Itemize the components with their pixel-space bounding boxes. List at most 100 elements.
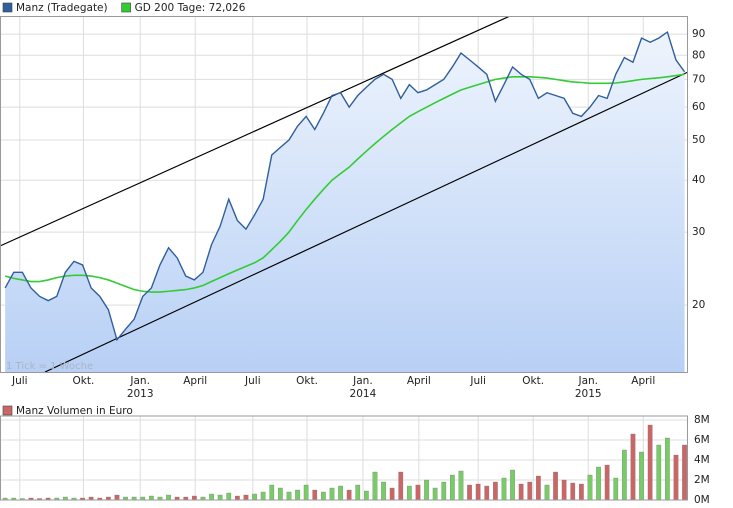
volume-bar <box>389 487 395 501</box>
volume-bar <box>467 484 472 501</box>
volume-bar <box>587 474 593 501</box>
volume-bar <box>217 494 223 501</box>
y-tick-label: 8M <box>694 414 710 426</box>
volume-bar <box>252 493 257 501</box>
volume-bar <box>536 475 541 501</box>
volume-bar <box>673 454 679 501</box>
volume-bar <box>166 494 171 501</box>
y-tick-label: 20 <box>692 299 705 311</box>
x-tick-label: April <box>631 375 655 387</box>
legend-swatch <box>2 405 13 416</box>
volume-bar <box>424 479 429 501</box>
volume-bar <box>381 481 386 501</box>
y-tick-label: 50 <box>692 134 705 146</box>
x-tick-label: Juli <box>244 375 261 387</box>
x-tick-label: Okt. <box>73 375 95 387</box>
channel-upper <box>0 16 511 247</box>
volume-bar <box>149 495 154 501</box>
volume-bar <box>226 492 232 501</box>
volume-bar <box>493 481 498 501</box>
x-tick-label: Okt. <box>296 375 318 387</box>
volume-bar <box>475 483 481 501</box>
volume-bar <box>295 489 300 501</box>
trend-channel <box>0 16 688 372</box>
y-tick-label: 0M <box>694 494 710 506</box>
legend-label: Manz (Tradegate) <box>16 2 108 14</box>
x-tick-label: April <box>407 375 431 387</box>
volume-bar <box>355 484 361 501</box>
volume-bar <box>364 490 369 501</box>
panel-title: Manz Volumen in Euro <box>16 405 133 417</box>
x-tick-label: Juli <box>11 375 28 387</box>
volume-bar <box>407 485 412 501</box>
y-tick-label: 80 <box>692 49 705 61</box>
x-tick-year: 2013 <box>127 388 154 400</box>
volume-bar <box>484 485 490 501</box>
volume-bar <box>604 464 610 501</box>
volume-bar <box>553 471 558 501</box>
volume-bar <box>260 491 266 501</box>
y-tick-label: 60 <box>692 101 705 113</box>
volume-bar <box>432 487 438 501</box>
y-tick-label: 6M <box>694 434 710 446</box>
volume-bar <box>415 484 421 501</box>
volume-bar <box>501 477 507 501</box>
volume-bar <box>329 487 335 501</box>
x-tick-label: April <box>183 375 207 387</box>
volume-bar <box>518 483 524 501</box>
volume-bar <box>398 471 404 501</box>
volume-bar <box>235 495 240 501</box>
volume-bar <box>682 444 687 501</box>
y-tick-label: 40 <box>692 174 705 186</box>
volume-bar <box>527 481 533 501</box>
channel-lower <box>44 71 688 372</box>
volume-bar <box>312 489 318 501</box>
series-line <box>4 73 685 293</box>
volume-bar <box>639 451 644 501</box>
series-line <box>4 30 686 342</box>
x-tick-label: Jan. <box>577 375 598 387</box>
volume-bar <box>278 487 283 501</box>
volume-bar <box>303 484 309 501</box>
volume-bar <box>458 470 464 501</box>
plot-frame <box>0 16 688 373</box>
volume-bar <box>441 481 447 501</box>
volume-bar <box>269 484 275 501</box>
x-tick-label: Jan. <box>129 375 150 387</box>
volume-bar <box>346 489 352 501</box>
y-tick-label: 2M <box>694 474 710 486</box>
volume-bar <box>338 485 343 501</box>
volume-bar <box>596 466 601 501</box>
volume-bar <box>209 493 214 501</box>
x-tick-year: 2015 <box>575 388 602 400</box>
volume-bar <box>665 437 670 501</box>
volume-bar <box>647 424 653 501</box>
x-tick-label: Okt. <box>522 375 544 387</box>
volume-bar <box>286 491 292 501</box>
legend-label: GD 200 Tage: 72,026 <box>135 2 246 14</box>
volume-bar <box>579 483 584 501</box>
volume-bar <box>450 474 455 501</box>
volume-bar <box>622 449 627 501</box>
y-tick-label: 30 <box>692 226 705 238</box>
y-tick-label: 4M <box>694 454 710 466</box>
volume-bar <box>192 495 197 501</box>
volume-bar <box>561 479 567 501</box>
price-area <box>5 32 685 373</box>
volume-bar <box>630 433 636 501</box>
x-tick-label: Juli <box>469 375 486 387</box>
volume-bar <box>243 494 249 501</box>
volume-panel: Manz Volumen in Euro 0M 2M 4M 6M 8M <box>0 405 710 506</box>
y-tick-label: 70 <box>692 73 705 85</box>
x-tick-label: Jan. <box>352 375 373 387</box>
legend-swatch <box>2 2 13 13</box>
volume-bar <box>372 471 378 501</box>
volume-bar <box>510 469 515 501</box>
annotation: 1 Tick = 1 Woche <box>6 361 93 372</box>
volume-bar <box>570 482 576 501</box>
volume-bar <box>613 477 619 501</box>
plot-frame <box>0 415 688 501</box>
volume-bar <box>321 491 326 501</box>
y-tick-label: 90 <box>692 28 705 40</box>
